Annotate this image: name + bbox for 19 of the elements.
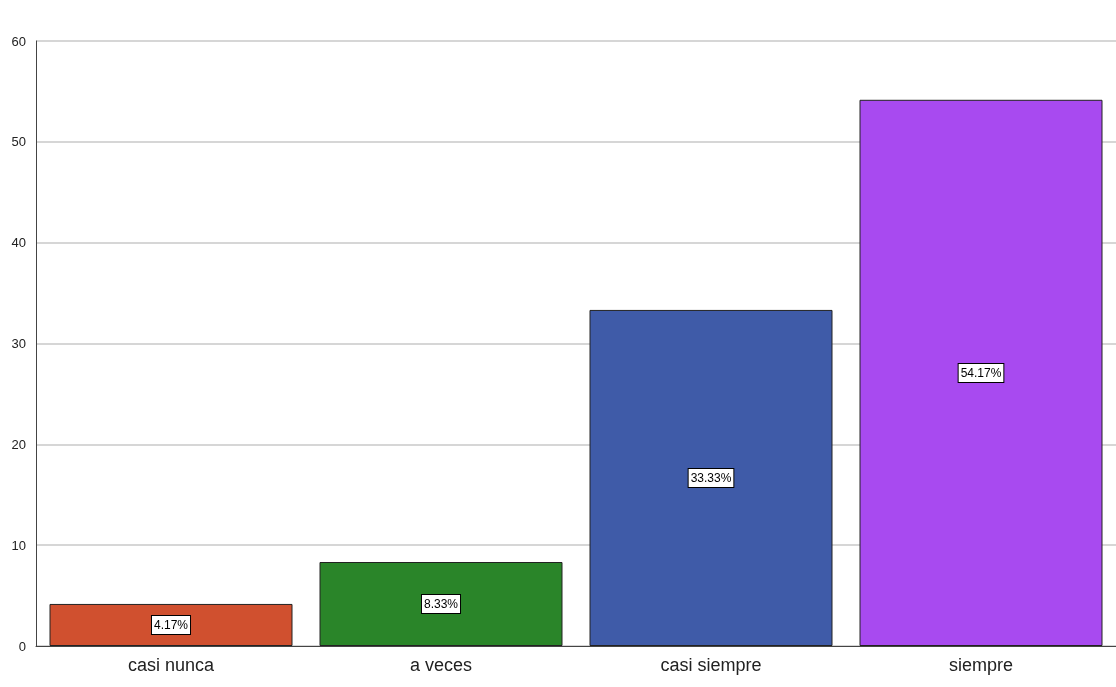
bar [49,603,293,646]
x-tick-label: casi nunca [127,655,216,675]
y-tick-label: 30 [11,336,26,351]
y-tick-label: 0 [18,638,26,654]
bar [589,309,833,646]
x-tick-label: siempre [948,655,1014,675]
data-label: 4.17% [153,617,189,632]
data-label: 8.33% [423,597,459,611]
y-tick-label: 40 [11,235,26,251]
x-tick-label: a veces [409,655,473,675]
bar [859,99,1103,646]
data-label: 33.33% [690,470,732,485]
y-tick-label: 20 [11,436,26,452]
data-label: 54.17% [960,365,1002,380]
y-tick-label: 60 [11,33,26,49]
y-tick-label: 50 [11,134,26,150]
y-tick-label: 10 [11,537,26,553]
bar [319,562,563,646]
x-tick-label: casi siempre [660,655,762,675]
